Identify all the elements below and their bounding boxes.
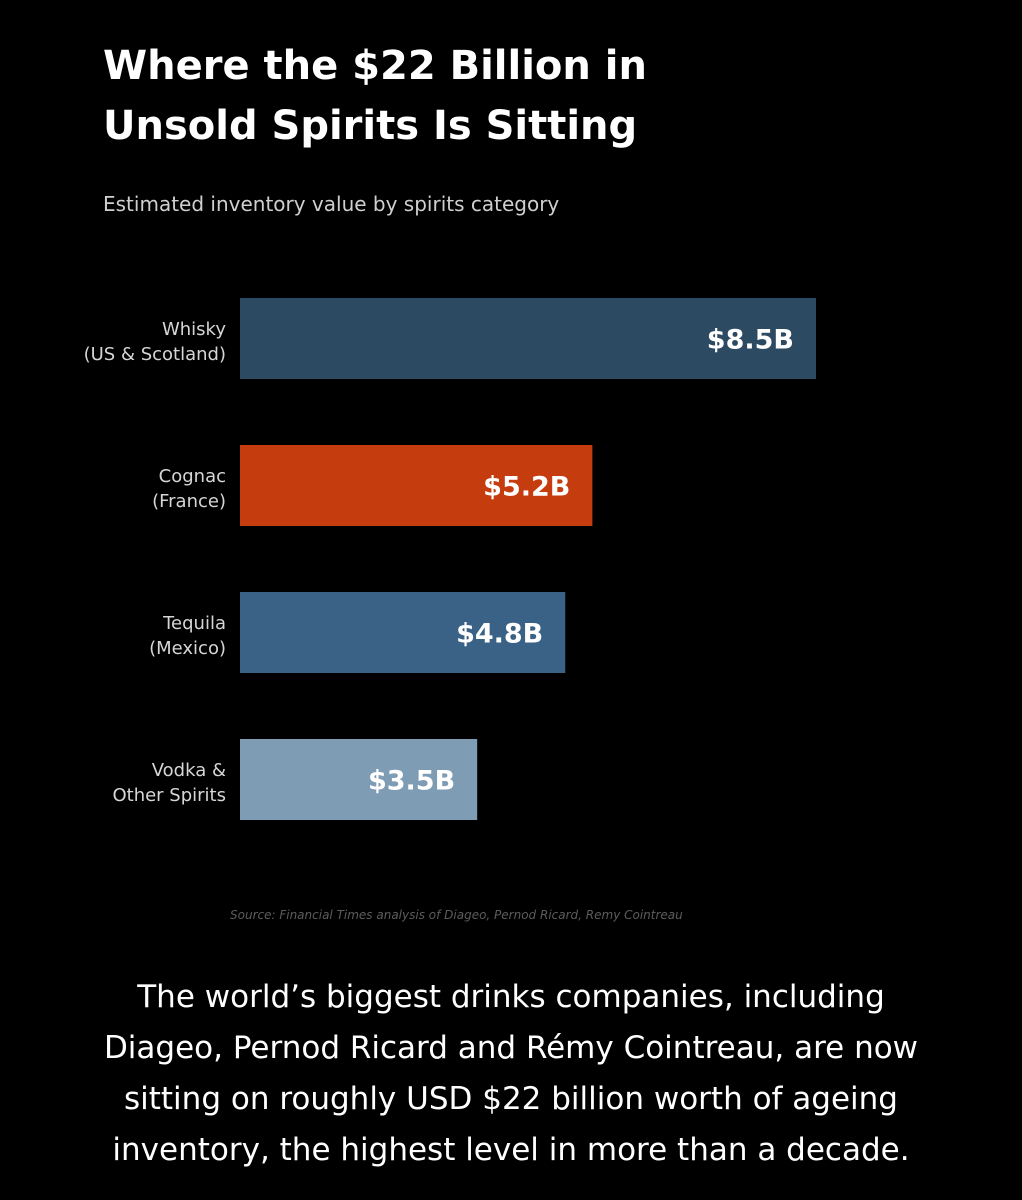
chart-subtitle: Estimated inventory value by spirits cat… <box>103 192 560 216</box>
caption-line-4: inventory, the highest level in more tha… <box>112 1132 910 1168</box>
bar-0 <box>240 298 816 379</box>
bar-2 <box>240 592 566 673</box>
category-label-line: (Mexico) <box>149 638 226 659</box>
category-label-line: Tequila <box>162 613 226 634</box>
caption-line-1: The world’s biggest drinks companies, in… <box>137 979 885 1015</box>
category-label-line: Whisky <box>162 319 226 340</box>
bar-1 <box>240 445 593 526</box>
category-label-0: Whisky (US & Scotland) <box>84 319 227 365</box>
bar-value-label-0: $8.5B <box>707 325 794 356</box>
bar-value-label-1: $5.2B <box>483 472 570 503</box>
category-label-line: (US & Scotland) <box>84 344 226 365</box>
chart-title-line-1: Where the $22 Billion in <box>103 43 647 89</box>
bar-chart: $8.5B Whisky (US & Scotland) $5.2B Cognac (Fr… <box>84 298 816 820</box>
caption-line-3: sitting on roughly USD $22 billion worth… <box>123 1081 898 1117</box>
category-label-line: Other Spirits <box>112 785 226 806</box>
bar-value-label-2: $4.8B <box>456 619 543 650</box>
chart-title-line-2: Unsold Spirits Is Sitting <box>103 103 638 149</box>
category-label-3: Vodka & Other Spirits <box>112 760 226 806</box>
category-label-1: Cognac (France) <box>152 466 226 512</box>
category-label-line: Vodka & <box>152 760 226 781</box>
category-label-line: Cognac <box>159 466 226 487</box>
bar-3 <box>240 739 478 820</box>
caption-text: The world’s biggest drinks companies, in… <box>40 972 982 1176</box>
bar-value-label-3: $3.5B <box>368 766 455 797</box>
source-note: Source: Financial Times analysis of Diag… <box>230 908 683 922</box>
category-label-line: (France) <box>152 491 226 512</box>
chart-title: Where the $22 Billion in Unsold Spirits … <box>103 36 923 156</box>
category-label-2: Tequila (Mexico) <box>149 613 226 659</box>
caption-line-2: Diageo, Pernod Ricard and Rémy Cointreau… <box>103 1030 919 1066</box>
